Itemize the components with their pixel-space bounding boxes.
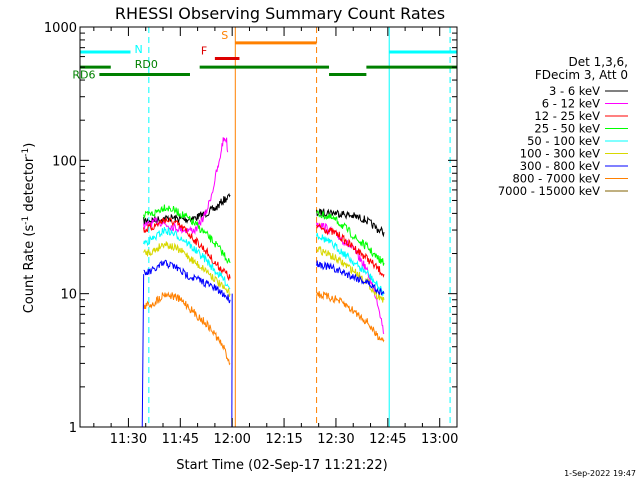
series-drop-0 — [141, 274, 145, 428]
series-line-5-segment-1 — [143, 241, 231, 297]
legend-label-6: 300 - 800 keV — [520, 159, 600, 173]
x-tick-label-6: 13:00 — [421, 432, 458, 447]
flag-label-f: F — [201, 45, 207, 58]
series-line-7-segment-1 — [143, 291, 231, 366]
x-tick-label-5: 12:45 — [369, 432, 406, 447]
y-tick-label-3: 1000 — [44, 21, 77, 36]
series-line-2-segment-2 — [316, 222, 385, 278]
series-line-6-segment-1 — [143, 259, 231, 304]
legend-header-line-2: FDecim 3, Att 0 — [535, 68, 628, 82]
flag-label-s: S — [221, 29, 228, 42]
instrument-state-lines — [79, 27, 451, 427]
flag-bars: N RD0 RD6 F S — [72, 29, 457, 82]
flag-label-n: N — [134, 43, 142, 56]
y-label-main: Count Rate (s — [22, 225, 37, 314]
y-label-sup2: -1 — [21, 148, 31, 157]
legend-label-1: 6 - 12 keV — [542, 97, 600, 111]
legend-label-4: 50 - 100 keV — [527, 134, 600, 148]
series-line-0-segment-1 — [143, 192, 231, 225]
series-lines — [141, 137, 385, 428]
series-line-3-segment-2 — [316, 209, 385, 266]
legend-label-8: 7000 - 15000 keV — [498, 184, 600, 198]
y-label-end: ) — [22, 143, 37, 148]
y-tick-label-2: 100 — [52, 154, 77, 169]
series-line-4-segment-1 — [143, 226, 231, 290]
y-tick-label-1: 10 — [60, 288, 77, 303]
series-line-4-segment-2 — [316, 232, 385, 296]
plot-frame — [79, 26, 458, 428]
legend-label-5: 100 - 300 keV — [520, 147, 600, 161]
y-tick-label-0: 1 — [69, 421, 77, 436]
legend-header-line-1: Det 1,3,6, — [569, 55, 629, 69]
y-label-sup1: -1 — [21, 216, 31, 225]
flag-label-rd6: RD6 — [72, 69, 95, 82]
series-line-5-segment-2 — [316, 245, 385, 303]
x-axis-label: Start Time (02-Sep-17 11:21:22) — [176, 458, 387, 473]
legend-label-0: 3 - 6 keV — [549, 84, 600, 98]
series-line-1-segment-1 — [143, 137, 229, 236]
chart-title: RHESSI Observing Summary Count Rates — [115, 4, 445, 23]
y-label-mid: detector — [22, 156, 37, 216]
legend-label-2: 12 - 25 keV — [534, 109, 600, 123]
x-tick-label-0: 11:30 — [110, 432, 147, 447]
axes: 11:30 11:45 12:00 12:15 12:30 12:45 13:00 1 10 10… — [44, 21, 459, 447]
series-line-7-segment-2 — [316, 291, 385, 343]
legend-label-3: 25 - 50 keV — [534, 122, 600, 136]
flag-label-rd0: RD0 — [135, 58, 158, 71]
legend-label-7: 800 - 7000 keV — [512, 172, 600, 186]
x-tick-label-4: 12:30 — [317, 432, 354, 447]
series-line-6-segment-2 — [316, 260, 385, 296]
x-tick-label-3: 12:15 — [265, 432, 302, 447]
y-axis-label: Count Rate (s-1 detector-1) — [21, 143, 37, 314]
x-tick-label-2: 12:00 — [213, 432, 250, 447]
x-tick-label-1: 11:45 — [162, 432, 199, 447]
series-line-3-segment-1 — [143, 204, 231, 264]
series-line-2-segment-1 — [143, 216, 231, 282]
footer-date: 1-Sep-2022 19:47 — [564, 469, 636, 478]
series-line-0-segment-2 — [316, 208, 385, 238]
svg-text:Count Rate (s-1 detector-1): Count Rate (s-1 detector-1) — [21, 143, 37, 314]
